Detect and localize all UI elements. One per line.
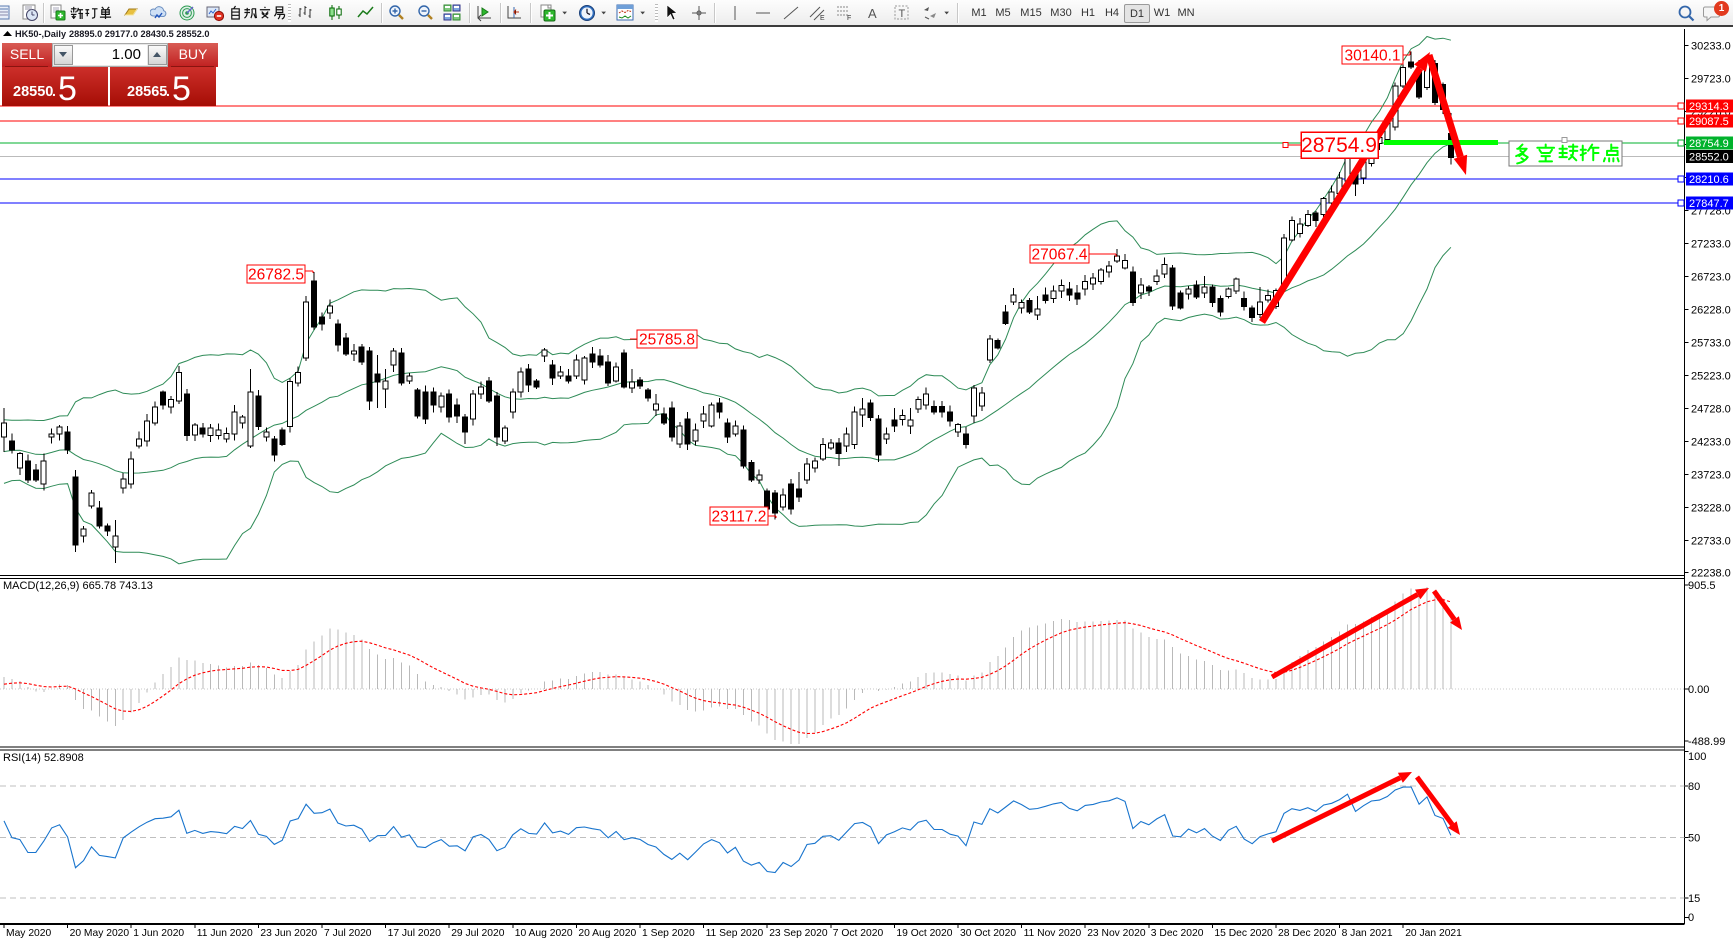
svg-text:25223.0: 25223.0 (1691, 371, 1731, 383)
svg-text:E: E (820, 15, 825, 22)
svg-text:7 Jul 2020: 7 Jul 2020 (324, 928, 372, 939)
svg-text:29 Jul 2020: 29 Jul 2020 (451, 928, 505, 939)
svg-text:11 Nov 2020: 11 Nov 2020 (1024, 928, 1082, 939)
svg-text:15: 15 (1688, 893, 1700, 905)
svg-text:27847.7: 27847.7 (1689, 198, 1729, 210)
svg-text:20 Aug 2020: 20 Aug 2020 (578, 928, 636, 939)
svg-text:0.00: 0.00 (1688, 684, 1709, 696)
svg-text:29723.0: 29723.0 (1691, 74, 1731, 86)
svg-text:11 Sep 2020: 11 Sep 2020 (706, 928, 764, 939)
svg-text:28552.0: 28552.0 (1689, 152, 1729, 164)
svg-text:30 Oct 2020: 30 Oct 2020 (960, 928, 1016, 939)
svg-text:1 Sep 2020: 1 Sep 2020 (642, 928, 695, 939)
svg-text:10 Aug 2020: 10 Aug 2020 (515, 928, 573, 939)
svg-text:28 Dec 2020: 28 Dec 2020 (1278, 928, 1337, 939)
svg-text:0: 0 (1688, 912, 1694, 924)
svg-text:15 Dec 2020: 15 Dec 2020 (1214, 928, 1273, 939)
svg-text:25733.0: 25733.0 (1691, 338, 1731, 350)
svg-text:23723.0: 23723.0 (1691, 470, 1731, 482)
svg-text:24728.0: 24728.0 (1691, 404, 1731, 416)
svg-text:30233.0: 30233.0 (1691, 41, 1731, 53)
svg-text:23 Sep 2020: 23 Sep 2020 (769, 928, 828, 939)
svg-text:11 Jun 2020: 11 Jun 2020 (197, 928, 253, 939)
svg-text:29314.3: 29314.3 (1689, 101, 1729, 113)
svg-text:28754.9: 28754.9 (1689, 138, 1729, 150)
svg-text:23228.0: 23228.0 (1691, 503, 1731, 515)
svg-text:50: 50 (1688, 833, 1700, 845)
svg-text:F: F (847, 15, 851, 22)
svg-text:24233.0: 24233.0 (1691, 437, 1731, 449)
svg-text:28754.9: 28754.9 (1301, 134, 1377, 157)
svg-text:20 May 2020: 20 May 2020 (70, 928, 130, 939)
svg-text:1 Jun 2020: 1 Jun 2020 (133, 928, 184, 939)
svg-text:23 Nov 2020: 23 Nov 2020 (1087, 928, 1146, 939)
svg-text:27067.4: 27067.4 (1031, 247, 1087, 264)
svg-text:26782.5: 26782.5 (248, 267, 304, 284)
svg-text:HK50-,Daily: HK50-,Daily (15, 29, 67, 39)
svg-text:23117.2: 23117.2 (712, 509, 767, 526)
svg-text:30140.1: 30140.1 (1344, 48, 1400, 65)
svg-text:17 Jul 2020: 17 Jul 2020 (388, 928, 442, 939)
svg-text:MACD(12,26,9) 665.78 743.13: MACD(12,26,9) 665.78 743.13 (3, 580, 153, 592)
svg-text:29087.5: 29087.5 (1689, 116, 1729, 128)
svg-text:28895.0 29177.0 28430.5 28552.: 28895.0 29177.0 28430.5 28552.0 (69, 29, 210, 39)
svg-text:May 2020: May 2020 (6, 928, 51, 939)
svg-text:RSI(14) 52.8908: RSI(14) 52.8908 (3, 752, 84, 764)
svg-text:26723.0: 26723.0 (1691, 272, 1731, 284)
svg-text:28210.6: 28210.6 (1689, 174, 1729, 186)
svg-text:22733.0: 22733.0 (1691, 536, 1731, 548)
svg-text:T: T (899, 8, 906, 20)
svg-text:27233.0: 27233.0 (1691, 239, 1731, 251)
svg-text:25785.8: 25785.8 (639, 332, 695, 349)
svg-text:80: 80 (1688, 781, 1700, 793)
svg-text:20 Jan 2021: 20 Jan 2021 (1405, 928, 1462, 939)
svg-text:8 Jan 2021: 8 Jan 2021 (1342, 928, 1393, 939)
svg-text:-488.99: -488.99 (1688, 736, 1725, 748)
svg-text:3 Dec 2020: 3 Dec 2020 (1151, 928, 1204, 939)
svg-text:905.5: 905.5 (1688, 580, 1716, 592)
svg-text:19 Oct 2020: 19 Oct 2020 (896, 928, 952, 939)
svg-text:26228.0: 26228.0 (1691, 305, 1731, 317)
svg-text:100: 100 (1688, 751, 1706, 763)
svg-text:23 Jun 2020: 23 Jun 2020 (260, 928, 317, 939)
svg-text:A: A (868, 6, 877, 21)
svg-text:22238.0: 22238.0 (1691, 568, 1731, 580)
svg-text:7 Oct 2020: 7 Oct 2020 (833, 928, 884, 939)
